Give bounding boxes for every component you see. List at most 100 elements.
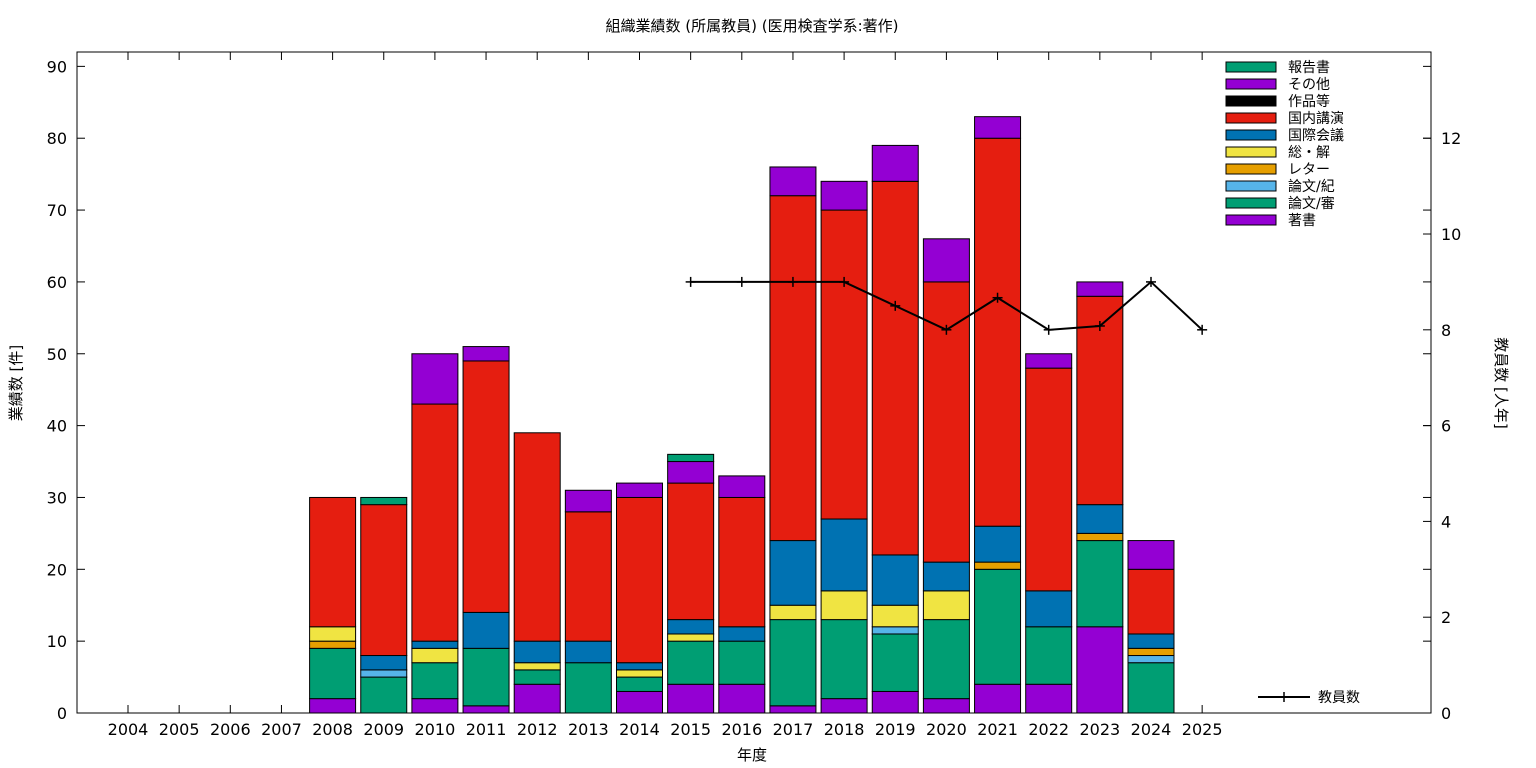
- bar-segment-2021-6: [974, 137, 1022, 527]
- y-tick-label: 90: [47, 57, 67, 76]
- x-tick-label: 2021: [977, 720, 1018, 739]
- bar-segment-2024-6: [1127, 568, 1175, 635]
- bar-segment-2010-0: [411, 698, 459, 714]
- bar-segment-2015-6: [667, 482, 715, 621]
- bar-segment-2022-6: [1025, 367, 1073, 592]
- y-tick-label: 80: [47, 129, 67, 148]
- faculty-line-point: [787, 276, 798, 287]
- bar-segment-2016-1: [718, 640, 766, 685]
- bar-segment-2015-5: [667, 619, 715, 635]
- bar-segment-2021-5: [974, 525, 1022, 563]
- bar-segment-2018-1: [820, 619, 868, 700]
- bar-segment-2009-5: [360, 655, 408, 671]
- legend-swatch-4: [1225, 146, 1277, 158]
- bar-segment-2015-0: [667, 683, 715, 714]
- y-tick-label: 50: [47, 345, 67, 364]
- bar-segment-2011-8: [462, 346, 510, 362]
- y2-axis-ticks: 0 2 4 6 8 10 12: [1423, 129, 1461, 723]
- x-axis-ticks: 2004 2005 2006 2007 2008 2009 2010 2011 2012 2013…: [108, 52, 1223, 739]
- y-tick-label: 0: [57, 704, 67, 723]
- x-tick-label: 2011: [466, 720, 507, 739]
- y-tick-label: 70: [47, 201, 67, 220]
- bar-segment-2023-0: [1076, 626, 1124, 714]
- y2-tick-label: 0: [1441, 704, 1451, 723]
- bar-segment-2017-0: [769, 705, 817, 714]
- x-tick-label: 2009: [363, 720, 404, 739]
- faculty-line-point: [685, 276, 696, 287]
- y2-tick-label: 12: [1441, 129, 1461, 148]
- bar-segment-2013-8: [564, 489, 612, 513]
- legend-label-5: 国際会議: [1288, 127, 1344, 144]
- bar-segment-2009-9: [360, 496, 408, 506]
- x-tick-label: 2017: [773, 720, 814, 739]
- legend-swatch-6: [1225, 112, 1277, 124]
- y2-tick-label: 4: [1441, 512, 1451, 531]
- faculty-line-point: [1146, 276, 1156, 287]
- bar-segment-2024-3: [1127, 647, 1175, 657]
- bar-segment-2020-6: [922, 281, 970, 563]
- bar-segment-2020-1: [922, 619, 970, 700]
- legend-swatch-8: [1225, 78, 1277, 90]
- x-tick-label: 2020: [926, 720, 967, 739]
- bar-segment-2019-5: [871, 554, 919, 606]
- bar-segment-2018-4: [820, 590, 868, 621]
- legend-swatch-7: [1225, 95, 1277, 107]
- bar-segment-2023-3: [1076, 532, 1124, 542]
- bar-segment-2021-0: [974, 683, 1022, 714]
- bar-segment-2014-0: [616, 690, 663, 714]
- bar-segment-2010-1: [411, 662, 459, 700]
- y2-tick-label: 2: [1441, 608, 1451, 627]
- bar-segment-2014-4: [616, 669, 663, 678]
- faculty-line-point: [1197, 324, 1208, 335]
- legend-label-4: 総・解: [1288, 145, 1330, 161]
- legend-label-3: レター: [1288, 162, 1330, 178]
- bar-segment-2016-8: [718, 475, 766, 498]
- bar-segment-2011-0: [462, 705, 510, 714]
- legend-swatch-1: [1225, 197, 1277, 209]
- legend-swatch-2: [1225, 180, 1277, 192]
- bar-segment-2013-1: [564, 662, 612, 714]
- y-tick-label: 20: [47, 560, 67, 579]
- legend-label-1: 論文/審: [1288, 196, 1335, 212]
- y-axis-label: 業績数 [件]: [7, 345, 25, 421]
- y-tick-label: 30: [47, 488, 67, 507]
- bar-segment-2017-8: [769, 166, 817, 197]
- bar-segment-2012-5: [513, 640, 561, 664]
- bar-segment-2023-5: [1076, 504, 1124, 534]
- x-tick-label: 2024: [1131, 720, 1172, 739]
- bar-segment-2019-1: [871, 633, 919, 692]
- y-tick-label: 60: [47, 273, 67, 292]
- y-tick-label: 40: [47, 417, 67, 436]
- legend-label-8: その他: [1288, 77, 1330, 93]
- faculty-line: [685, 276, 1208, 335]
- bar-segment-2022-5: [1025, 590, 1073, 628]
- faculty-line-point: [992, 292, 1003, 303]
- x-tick-label: 2019: [875, 720, 916, 739]
- x-tick-label: 2018: [824, 720, 865, 739]
- x-tick-label: 2007: [261, 720, 302, 739]
- legend-label-0: 著書: [1288, 213, 1316, 229]
- bar-segment-2016-0: [718, 683, 766, 714]
- bar-segment-2015-9: [667, 453, 715, 463]
- bar-segment-2009-1: [360, 676, 408, 714]
- bar-segment-2014-5: [616, 662, 663, 671]
- bar-segment-2018-8: [820, 180, 868, 211]
- x-tick-label: 2013: [568, 720, 609, 739]
- bar-segment-2019-4: [871, 604, 919, 628]
- bar-segment-2022-0: [1025, 683, 1073, 714]
- bar-segment-2011-5: [462, 611, 510, 649]
- bar-segment-2022-1: [1025, 626, 1073, 685]
- bar-segment-2011-1: [462, 647, 510, 707]
- bar-segment-2021-8: [974, 116, 1022, 139]
- bar-segment-2012-0: [513, 683, 561, 714]
- bar-segment-2022-8: [1025, 353, 1073, 369]
- x-tick-label: 2006: [210, 720, 251, 739]
- legend-swatch-9: [1225, 61, 1277, 73]
- x-tick-label: 2022: [1028, 720, 1069, 739]
- bar-segment-2023-1: [1076, 540, 1124, 628]
- bar-segment-2017-5: [769, 540, 817, 606]
- legend-label-line: 教員数: [1318, 690, 1360, 706]
- bar-segment-2024-8: [1127, 540, 1175, 570]
